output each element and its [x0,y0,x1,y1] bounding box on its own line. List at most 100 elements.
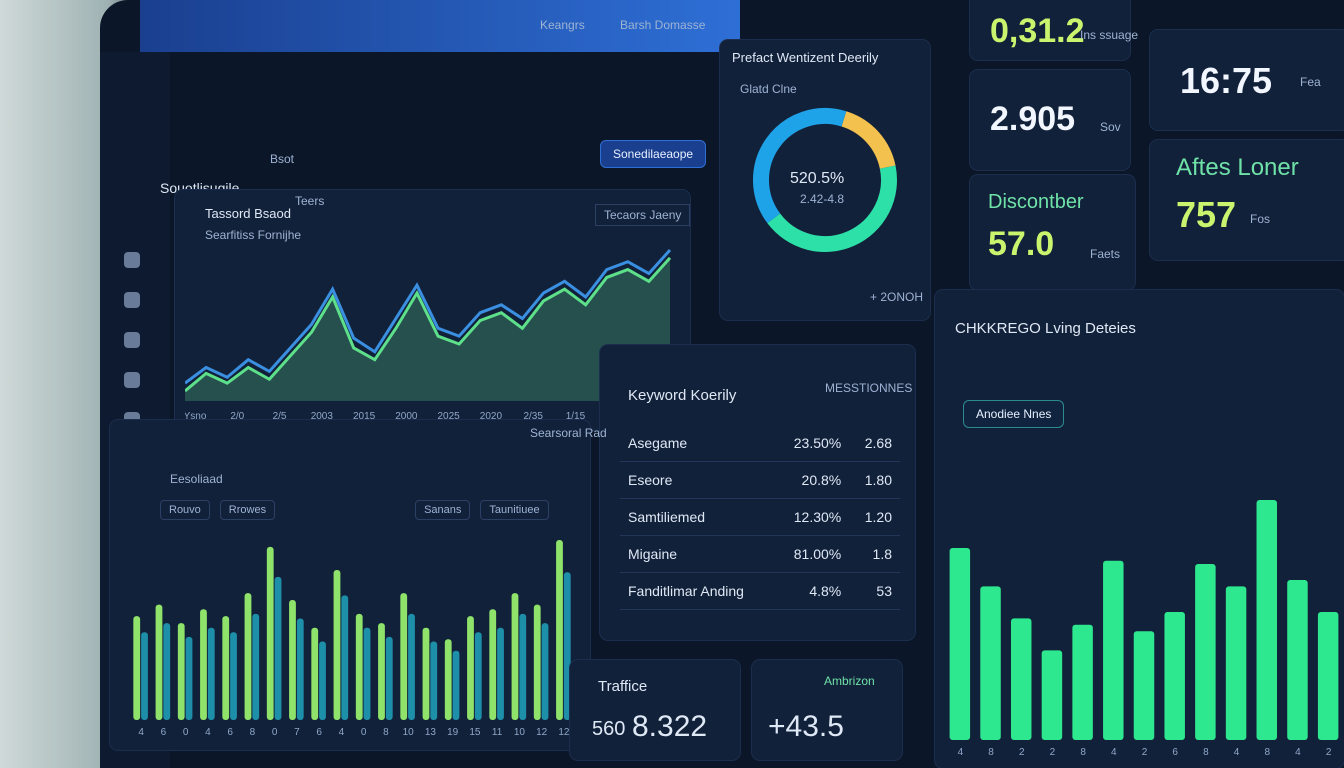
bar [289,600,296,720]
x-tick-label: 6 [1172,747,1178,758]
panel-title: Keyword Koerily [628,387,737,404]
area [185,257,670,401]
bar [266,546,274,720]
donut-segment [753,108,847,224]
kpi-value: 2.905 [990,100,1076,138]
x-tick-label: 2015 [353,411,376,422]
panel-subtitle: Glatd Clne [740,82,797,96]
tabs: Rouvo Rrowes Sanans Taunitiuee [160,500,559,520]
keyword-table: Asegame 23.50% 2.68 Eseore 20.8% 1.80 Samtilie… [620,425,900,610]
x-tick-label: 12 [558,727,570,738]
x-tick-label: Ysno [185,411,207,422]
x-tick-label: 8 [383,727,389,738]
x-tick-label: 0 [361,727,367,738]
bar-panel: Eesoliaad Searsoral Rad Rouvo Rrowes Sanan… [110,420,607,750]
bar [385,636,393,720]
table-cell: 2.68 [849,425,900,462]
top-button[interactable]: Sonedilaeaope [600,140,707,168]
table-cell: 81.00% [774,535,850,573]
panel-subtitle: Searfitiss Fornijhe [205,228,302,242]
x-tick-label: 4 [138,727,144,738]
tab[interactable]: Rouvo [160,500,210,520]
table-cell: 12.30% [774,498,850,536]
table-row: Migaine 81.00% 1.8 [620,535,900,573]
bar [400,593,408,720]
legend-item: Keangrs [540,18,585,32]
kpi-value: 0,31.2 [990,12,1085,50]
bar [185,636,193,720]
donut-footer: + 2ONOH [870,290,924,304]
card-title: Traffice [598,678,648,695]
bar [519,613,527,720]
trend-panel: Tassord Bsaod Searfitiss Fornijhe Teers … [175,190,691,430]
kpi-label: Fea [1300,75,1321,89]
tab[interactable]: Taunitiuee [480,500,549,520]
x-tick-label: 6 [227,727,233,738]
bar [1072,624,1093,740]
table-cell: Asegame [620,425,775,462]
bar [133,616,141,720]
bar [155,604,163,720]
bar [1225,586,1247,740]
bar [177,623,185,720]
keyword-panel: Keyword Koerily MESSTIONNES Asegame 23.50… [600,345,915,640]
kpi-card: 0,31.2 Ins ssuage [970,0,1138,60]
nav-icon[interactable] [124,252,140,268]
bar [1010,618,1032,740]
bar [200,609,207,720]
bar [1133,631,1155,740]
table-row: Samtiliemed 12.30% 1.20 [620,498,900,536]
right-panel: CHKKREGO Lving Deteies Anodiee Nnes 4 8 2 2… [935,290,1344,768]
line [185,256,672,393]
table-cell: 20.8% [774,461,850,499]
menu[interactable]: Bsot [270,152,295,166]
kpi-title: Discontber [988,191,1084,213]
nav-icon[interactable] [124,332,140,348]
bar [311,627,319,720]
x-tick-label: 6 [161,727,167,738]
x-tick-label: 8 [1203,747,1209,758]
bar [319,641,326,720]
x-tick-label: 4 [1295,747,1301,758]
dropdown[interactable]: Tecaors Jaeny [595,204,691,226]
table-cell: Eseore [620,461,775,499]
traffic-card: Traffice 560 8.322 [570,660,740,760]
nav-icon[interactable] [124,372,140,388]
kpi-value: 16:75 [1180,60,1273,101]
bar [163,623,171,720]
kpi-label: Fos [1250,212,1271,226]
line [185,248,672,385]
bar [474,632,482,720]
bar [511,593,519,720]
bar [563,572,571,720]
screen: Keangrs Barsh Domasse Sonedilaeaope Souo… [100,0,1344,768]
panel-title: CHKKREGO Lving Deteies [955,320,1136,337]
nav-icon[interactable] [124,292,140,308]
x-tick-label: 4 [1111,747,1117,758]
bar [1164,612,1185,740]
bar [422,627,430,720]
panel-note: Searsoral Rad [530,426,607,440]
bar [408,613,415,720]
kpi-card: Discontber 57.0 Faets [970,175,1135,290]
panel-button[interactable]: Anodiee Nnes [963,400,1065,428]
kpi-value: 757 [1176,194,1237,235]
bar [1256,500,1278,740]
table-cell: 1.80 [849,461,900,499]
card-value: +43.5 [768,710,844,743]
x-tick-label: 4 [339,727,345,738]
x-tick-label: 2/5 [273,411,287,422]
x-tick-label: 2 [1019,747,1025,758]
donut-center: 520.5% [790,170,845,187]
trend-chart: Ysno2/02/5200320152000202520202/351/152/… [185,248,672,422]
bar [222,616,230,720]
tab[interactable]: Rrowes [219,500,276,520]
panel-title: Tassord Bsaod [205,206,291,221]
card-small: 560 [592,718,626,740]
bar [244,593,252,720]
kpi-label: Ins ssuage [1080,28,1139,42]
bar [497,627,504,720]
x-tick-label: 2/35 [523,411,543,422]
tab[interactable]: Sanans [415,500,471,520]
bar [230,632,237,720]
